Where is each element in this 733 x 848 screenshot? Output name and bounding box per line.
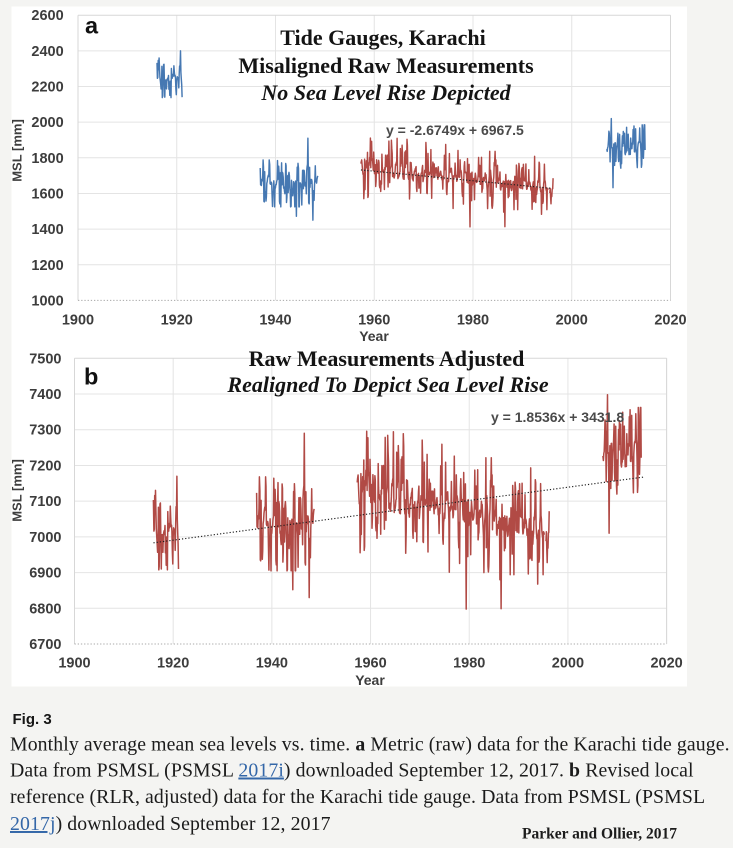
svg-text:1200: 1200 [31,258,63,274]
svg-text:1400: 1400 [31,222,63,238]
svg-text:2400: 2400 [31,44,63,60]
svg-text:7300: 7300 [29,423,61,439]
svg-text:2020: 2020 [654,313,686,329]
svg-text:y = 1.8536x + 3431.8: y = 1.8536x + 3431.8 [491,409,624,425]
svg-text:2000: 2000 [31,115,63,131]
svg-text:2017j) downloaded September 12: 2017j) downloaded September 12, 2017 [10,813,331,835]
svg-text:2020: 2020 [650,656,682,672]
svg-text:7100: 7100 [29,494,61,510]
svg-text:6800: 6800 [29,601,61,617]
svg-text:1600: 1600 [31,186,63,202]
svg-text:Misaligned Raw Measurements: Misaligned Raw Measurements [238,53,534,78]
svg-text:6700: 6700 [29,637,61,653]
svg-text:1960: 1960 [354,656,386,672]
svg-text:reference (RLR, adjusted) data: reference (RLR, adjusted) data for the K… [10,786,705,808]
svg-text:1920: 1920 [161,313,193,329]
svg-text:1940: 1940 [259,313,291,329]
svg-text:1940: 1940 [256,656,288,672]
svg-text:1980: 1980 [453,656,485,672]
svg-text:Monthly average mean sea level: Monthly average mean sea levels vs. time… [10,734,730,756]
svg-text:7200: 7200 [29,458,61,474]
svg-text:1900: 1900 [58,656,90,672]
svg-text:Fig. 3: Fig. 3 [13,711,52,728]
svg-text:2600: 2600 [31,8,63,24]
svg-text:y = -2.6749x + 6967.5: y = -2.6749x + 6967.5 [386,122,524,138]
svg-text:1900: 1900 [62,313,94,329]
svg-text:Year: Year [359,328,389,344]
svg-text:7500: 7500 [29,351,61,367]
svg-text:1920: 1920 [157,656,189,672]
svg-text:Raw Measurements Adjusted: Raw Measurements Adjusted [249,346,525,371]
svg-text:6900: 6900 [29,566,61,582]
svg-text:a: a [85,13,99,39]
svg-text:7400: 7400 [29,387,61,403]
svg-text:1000: 1000 [31,293,63,309]
svg-text:No Sea Level Rise Depicted: No Sea Level Rise Depicted [260,80,511,105]
svg-text:7000: 7000 [29,530,61,546]
svg-text:Parker and Ollier, 2017: Parker and Ollier, 2017 [522,825,677,842]
svg-text:Realigned To Depict Sea Level: Realigned To Depict Sea Level Rise [226,372,548,397]
svg-text:2000: 2000 [552,656,584,672]
svg-text:MSL [mm]: MSL [mm] [10,459,25,522]
svg-text:2000: 2000 [556,313,588,329]
svg-text:1800: 1800 [31,151,63,167]
svg-text:Year: Year [355,672,385,688]
svg-text:2200: 2200 [31,80,63,96]
svg-text:Data from PSMSL (PSMSL 2017i): Data from PSMSL (PSMSL 2017i) downloaded… [10,760,694,782]
svg-text:b: b [84,364,98,390]
svg-text:Tide Gauges, Karachi: Tide Gauges, Karachi [280,25,486,50]
svg-text:1960: 1960 [358,313,390,329]
svg-text:1980: 1980 [457,313,489,329]
svg-text:MSL [mm]: MSL [mm] [10,119,25,182]
